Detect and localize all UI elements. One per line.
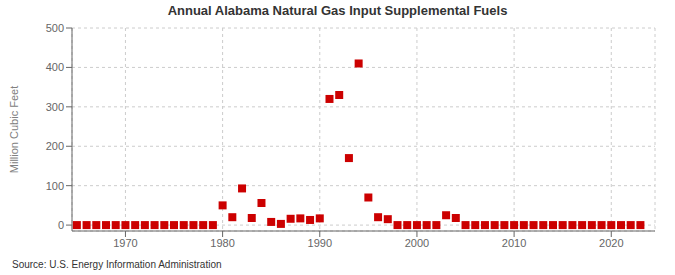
svg-text:1980: 1980	[210, 237, 234, 249]
svg-text:300: 300	[46, 101, 64, 113]
html-text:Source: U.S. Energy Informatio: Source: U.S. Energy Information Administ…	[12, 259, 222, 270]
svg-text:1990: 1990	[308, 237, 332, 249]
html-text:Annual Alabama Natural Gas Inp: Annual Alabama Natural Gas Input Supplem…	[167, 3, 508, 18]
svg-text:2000: 2000	[405, 237, 429, 249]
svg-text:2010: 2010	[502, 237, 526, 249]
svg-text:Million Cubic Feet: Million Cubic Feet	[8, 86, 20, 173]
svg-text:1970: 1970	[113, 237, 137, 249]
svg-text:500: 500	[46, 22, 64, 34]
svg-text:200: 200	[46, 140, 64, 152]
svg-text:2020: 2020	[599, 237, 623, 249]
svg-text:0: 0	[58, 219, 64, 231]
svg-text:400: 400	[46, 61, 64, 73]
svg-text:100: 100	[46, 180, 64, 192]
